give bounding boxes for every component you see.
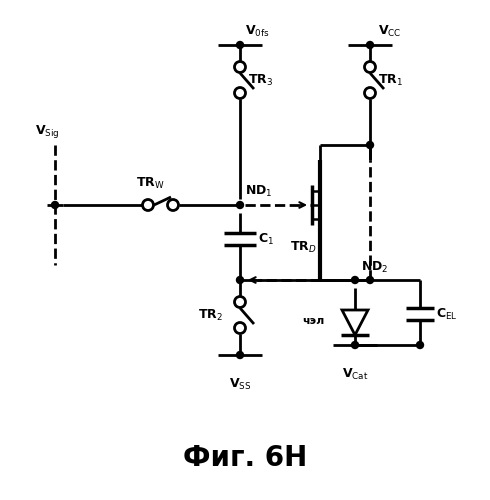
Circle shape — [237, 276, 244, 283]
Circle shape — [143, 200, 153, 210]
Text: V$_{\mathsf{Sig}}$: V$_{\mathsf{Sig}}$ — [35, 123, 60, 140]
Text: C$_1$: C$_1$ — [258, 232, 274, 246]
Circle shape — [367, 276, 373, 283]
Polygon shape — [342, 310, 368, 335]
Text: TR$_{\mathsf{W}}$: TR$_{\mathsf{W}}$ — [136, 176, 165, 191]
Circle shape — [365, 62, 375, 72]
Circle shape — [51, 202, 58, 208]
Circle shape — [237, 42, 244, 48]
Text: TR$_2$: TR$_2$ — [198, 308, 223, 322]
Text: TR$_1$: TR$_1$ — [378, 72, 403, 88]
Circle shape — [237, 202, 244, 208]
Circle shape — [235, 322, 245, 334]
Text: V$_{\mathsf{0fs}}$: V$_{\mathsf{0fs}}$ — [245, 24, 270, 39]
Circle shape — [235, 88, 245, 99]
Text: TR$_3$: TR$_3$ — [248, 72, 273, 88]
Text: ND$_2$: ND$_2$ — [361, 260, 389, 275]
Text: TR$_D$: TR$_D$ — [290, 240, 317, 255]
Text: ND$_1$: ND$_1$ — [245, 184, 273, 199]
Text: V$_{\mathsf{SS}}$: V$_{\mathsf{SS}}$ — [229, 377, 251, 392]
Text: V$_{\mathsf{CC}}$: V$_{\mathsf{CC}}$ — [378, 24, 401, 39]
Circle shape — [367, 42, 373, 48]
Circle shape — [351, 276, 359, 283]
Circle shape — [351, 342, 359, 348]
Circle shape — [168, 200, 178, 210]
Circle shape — [235, 62, 245, 72]
Circle shape — [365, 88, 375, 99]
Text: V$_{\mathsf{Cat}}$: V$_{\mathsf{Cat}}$ — [342, 367, 368, 382]
Circle shape — [237, 352, 244, 358]
Text: C$_{\mathsf{EL}}$: C$_{\mathsf{EL}}$ — [436, 306, 458, 322]
Circle shape — [416, 342, 423, 348]
Circle shape — [367, 142, 373, 148]
Circle shape — [235, 296, 245, 308]
Text: чэл: чэл — [302, 316, 324, 326]
Text: Фиг. 6Н: Фиг. 6Н — [183, 444, 307, 472]
